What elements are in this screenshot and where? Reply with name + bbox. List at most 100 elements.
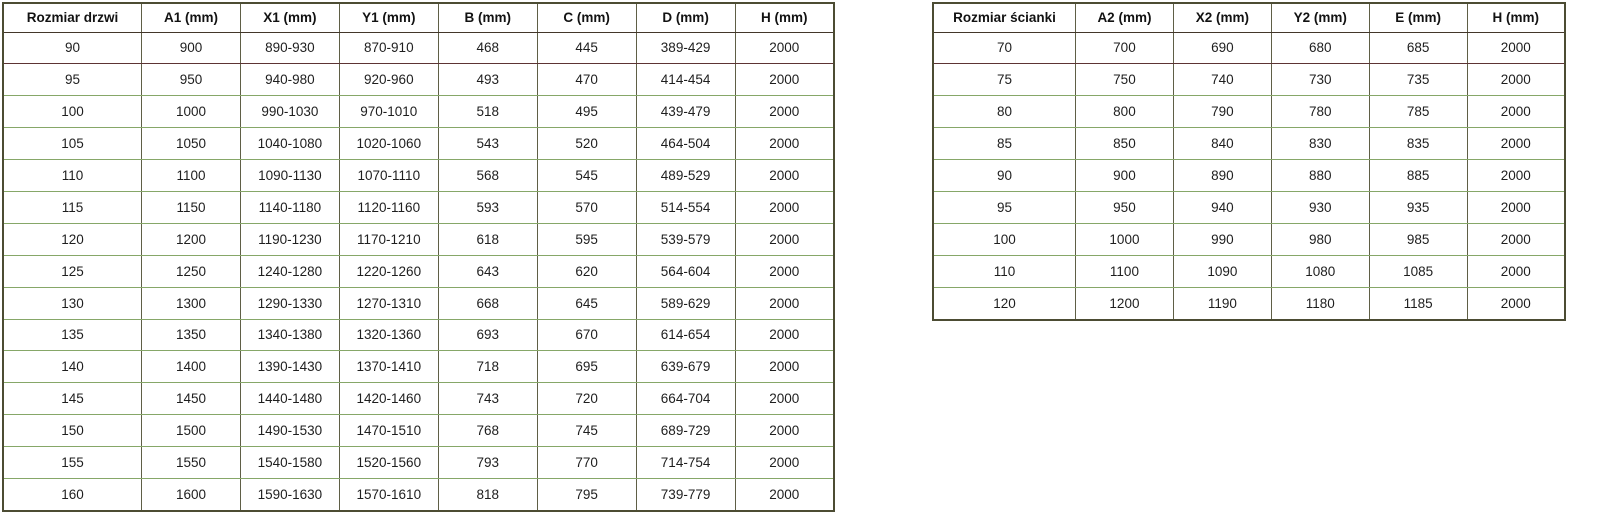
table-cell: 1050: [141, 127, 241, 161]
table-cell: 110: [933, 255, 1076, 288]
table-cell: 668: [437, 287, 538, 320]
table-cell: 2000: [1466, 287, 1565, 320]
table-cell: 1390-1430: [239, 350, 340, 384]
column-header: C (mm): [536, 3, 637, 33]
table-cell: 750: [1075, 63, 1174, 97]
table-cell: 1570-1610: [338, 478, 439, 511]
table-cell: 940-980: [239, 63, 340, 97]
table-cell: 2000: [734, 319, 834, 352]
table-cell: 2000: [734, 414, 834, 448]
table-row: 135 1350 1340-1380 1320-1360 693 670 614-654 20…: [3, 319, 834, 352]
table-cell: 2000: [1466, 223, 1565, 256]
table-cell: 790: [1172, 95, 1272, 129]
table-cell: 2000: [1466, 255, 1565, 288]
table-cell: 1120-1160: [338, 191, 439, 224]
column-header: X1 (mm): [239, 3, 340, 33]
table-cell: 1090-1130: [239, 159, 340, 192]
table-cell: 1600: [141, 478, 241, 511]
table-cell: 439-479: [635, 95, 736, 129]
table-cell: 140: [3, 350, 142, 384]
table-cell: 389-429: [635, 32, 736, 65]
column-header: X2 (mm): [1172, 3, 1272, 33]
table-cell: 1340-1380: [239, 319, 340, 352]
table-cell: 120: [3, 223, 142, 256]
table-cell: 670: [536, 319, 637, 352]
table-cell: 1450: [141, 382, 241, 416]
table-cell: 1140-1180: [239, 191, 340, 224]
table-cell: 85: [933, 127, 1076, 161]
table-cell: 110: [3, 159, 142, 192]
table-cell: 700: [1075, 32, 1174, 65]
wall-dimensions-table: Rozmiar ścianki A2 (mm) X2 (mm) Y2 (mm) E (m…: [932, 2, 1566, 321]
table-cell: 1040-1080: [239, 127, 340, 161]
table-cell: 514-554: [635, 191, 736, 224]
table-cell: 2000: [734, 255, 834, 288]
table-cell: 1020-1060: [338, 127, 439, 161]
table-row: 100 1000 990 980 985 2000: [933, 223, 1565, 256]
table-cell: 714-754: [635, 446, 736, 479]
table-cell: 2000: [1466, 159, 1565, 192]
table-cell: 1100: [1075, 255, 1174, 288]
table-cell: 620: [536, 255, 637, 288]
table-cell: 70: [933, 32, 1076, 65]
table-cell: 1080: [1270, 255, 1370, 288]
table-cell: 489-529: [635, 159, 736, 192]
table-cell: 570: [536, 191, 637, 224]
table-cell: 718: [437, 350, 538, 384]
table-cell: 105: [3, 127, 142, 161]
table-cell: 1550: [141, 446, 241, 479]
wall-table-body: 70 700 690 680 685 2000 75 750 740 730 735 2000 80 80…: [933, 32, 1565, 320]
table-cell: 768: [437, 414, 538, 448]
table-cell: 543: [437, 127, 538, 161]
table-cell: 2000: [734, 32, 834, 65]
table-cell: 1220-1260: [338, 255, 439, 288]
table-cell: 735: [1368, 63, 1468, 97]
column-header: A1 (mm): [141, 3, 241, 33]
table-row: 95 950 940 930 935 2000: [933, 191, 1565, 224]
table-cell: 95: [933, 191, 1076, 224]
table-cell: 2000: [1466, 32, 1565, 65]
table-row: 95 950 940-980 920-960 493 470 414-454 2000: [3, 63, 834, 97]
table-cell: 890-930: [239, 32, 340, 65]
table-cell: 990: [1172, 223, 1272, 256]
column-header: B (mm): [437, 3, 538, 33]
table-cell: 690: [1172, 32, 1272, 65]
table-row: 155 1550 1540-1580 1520-1560 793 770 714-754 20…: [3, 446, 834, 479]
door-table-header: Rozmiar drzwi A1 (mm) X1 (mm) Y1 (mm) B (mm)…: [3, 3, 834, 33]
table-cell: 885: [1368, 159, 1468, 192]
table-cell: 100: [933, 223, 1076, 256]
wall-table-header: Rozmiar ścianki A2 (mm) X2 (mm) Y2 (mm) E (m…: [933, 3, 1565, 33]
table-cell: 1490-1530: [239, 414, 340, 448]
table-cell: 618: [437, 223, 538, 256]
table-cell: 470: [536, 63, 637, 97]
table-row: 125 1250 1240-1280 1220-1260 643 620 564-604 20…: [3, 255, 834, 288]
table-cell: 990-1030: [239, 95, 340, 129]
table-cell: 720: [536, 382, 637, 416]
table-cell: 1590-1630: [239, 478, 340, 511]
table-row: 90 900 890-930 870-910 468 445 389-429 2000: [3, 32, 834, 65]
table-cell: 1270-1310: [338, 287, 439, 320]
table-cell: 689-729: [635, 414, 736, 448]
table-row: 110 1100 1090 1080 1085 2000: [933, 255, 1565, 288]
table-cell: 2000: [1466, 95, 1565, 129]
table-cell: 1420-1460: [338, 382, 439, 416]
table-cell: 2000: [734, 63, 834, 97]
table-cell: 568: [437, 159, 538, 192]
table-row: 85 850 840 830 835 2000: [933, 127, 1565, 161]
table-row: 110 1100 1090-1130 1070-1110 568 545 489-529 20…: [3, 159, 834, 192]
column-header: Rozmiar ścianki: [933, 3, 1076, 33]
table-row: 100 1000 990-1030 970-1010 518 495 439-479 2000: [3, 95, 834, 129]
table-cell: 730: [1270, 63, 1370, 97]
table-cell: 468: [437, 32, 538, 65]
table-cell: 1200: [1075, 287, 1174, 320]
table-cell: 135: [3, 319, 142, 352]
table-cell: 920-960: [338, 63, 439, 97]
table-row: 80 800 790 780 785 2000: [933, 95, 1565, 129]
table-cell: 935: [1368, 191, 1468, 224]
column-header: E (mm): [1368, 3, 1468, 33]
table-cell: 2000: [734, 159, 834, 192]
table-cell: 740: [1172, 63, 1272, 97]
table-cell: 100: [3, 95, 142, 129]
table-cell: 870-910: [338, 32, 439, 65]
